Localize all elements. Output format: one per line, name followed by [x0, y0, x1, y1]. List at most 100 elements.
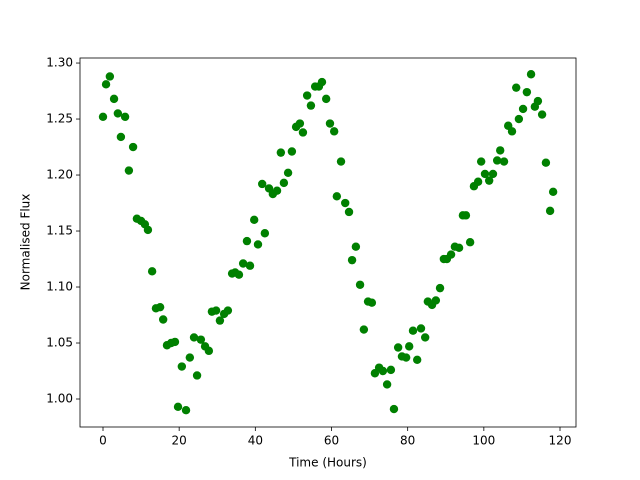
x-tick-label: 20 — [172, 434, 187, 448]
point — [412, 355, 422, 365]
point — [386, 365, 396, 375]
y-tick-label: 1.00 — [46, 392, 73, 406]
point — [147, 267, 157, 276]
point — [533, 96, 543, 106]
point — [351, 242, 361, 251]
point — [204, 346, 214, 356]
point — [404, 342, 414, 351]
point — [329, 127, 339, 136]
point — [109, 94, 119, 104]
point — [416, 324, 426, 333]
point — [242, 236, 252, 246]
point — [276, 148, 286, 157]
point — [257, 179, 267, 189]
point — [185, 353, 195, 362]
point — [116, 132, 126, 142]
y-tick-label: 1.10 — [46, 280, 73, 294]
point — [215, 316, 225, 325]
point — [347, 255, 357, 265]
point — [480, 169, 490, 179]
point — [484, 176, 494, 185]
point — [454, 243, 464, 253]
point — [295, 119, 305, 128]
point — [306, 101, 316, 110]
point — [548, 187, 558, 197]
point — [211, 306, 221, 315]
point — [170, 337, 180, 347]
point — [279, 178, 289, 188]
point — [260, 229, 270, 238]
point — [272, 186, 282, 195]
point — [128, 142, 138, 152]
point — [223, 306, 233, 315]
point — [249, 215, 259, 225]
point — [496, 146, 505, 155]
point — [367, 298, 377, 307]
point — [196, 335, 206, 344]
x-tick-label: 80 — [400, 434, 415, 448]
point — [302, 91, 312, 100]
x-tick-label: 60 — [324, 434, 339, 448]
y-tick-label: 1.15 — [46, 224, 73, 238]
point — [545, 206, 555, 216]
point — [317, 77, 327, 87]
point — [332, 192, 342, 201]
point — [507, 127, 517, 136]
x-tick-label: 0 — [99, 434, 107, 448]
point — [341, 198, 350, 208]
point — [382, 380, 392, 389]
point — [526, 70, 536, 79]
point — [344, 207, 354, 217]
point — [522, 87, 532, 97]
point — [287, 147, 297, 156]
point — [514, 114, 524, 124]
point — [238, 259, 248, 268]
point — [98, 112, 108, 121]
point — [234, 270, 244, 279]
point — [181, 406, 191, 415]
y-tick-label: 1.25 — [46, 112, 73, 126]
point — [325, 119, 335, 128]
point — [245, 261, 255, 270]
x-tick-label: 40 — [248, 434, 263, 448]
x-axis-label: Time (Hours) — [288, 456, 367, 470]
y-tick-label: 1.05 — [46, 336, 73, 350]
y-tick-label: 1.30 — [46, 56, 73, 70]
point — [435, 283, 445, 293]
point — [283, 168, 293, 177]
point — [124, 166, 134, 175]
point — [189, 333, 199, 342]
point — [446, 250, 456, 259]
point — [541, 158, 551, 167]
point — [473, 177, 483, 186]
y-axis-label: Normalised Flux — [19, 194, 33, 291]
point — [401, 353, 411, 362]
point — [488, 169, 498, 179]
point — [355, 280, 365, 289]
point — [253, 240, 263, 249]
point — [113, 109, 123, 118]
point — [492, 156, 502, 165]
point — [389, 404, 399, 414]
plot-frame — [79, 57, 577, 428]
point — [173, 402, 183, 412]
point — [143, 225, 153, 235]
point — [431, 296, 441, 305]
point — [120, 112, 130, 121]
point — [393, 343, 403, 352]
point — [537, 110, 547, 119]
point — [461, 211, 471, 220]
x-tick-label: 100 — [472, 434, 495, 448]
point — [298, 128, 308, 137]
point — [177, 362, 187, 371]
point — [192, 371, 202, 380]
point — [101, 80, 111, 89]
point — [321, 94, 331, 104]
point — [359, 325, 369, 334]
x-tick-label: 120 — [549, 434, 572, 448]
point — [158, 315, 168, 324]
point — [499, 157, 509, 166]
point — [336, 157, 346, 166]
